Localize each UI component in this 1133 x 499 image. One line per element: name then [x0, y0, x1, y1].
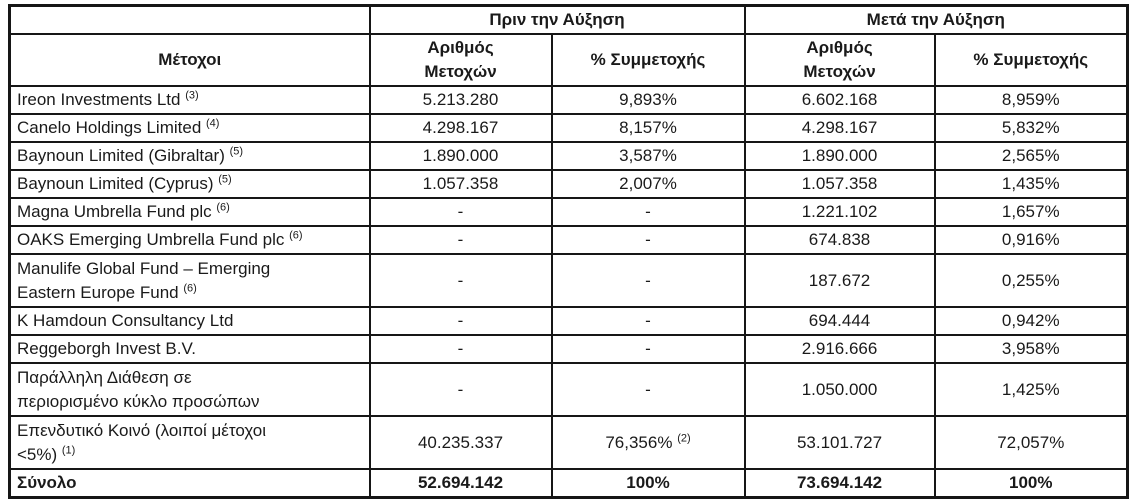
after-pct-cell: 5,832%	[933, 113, 1129, 143]
table-row: Baynoun Limited (Gibraltar) (5) 1.890.000…	[8, 141, 1129, 171]
table-row: Ireon Investments Ltd (3) 5.213.280 9,893%…	[8, 85, 1129, 115]
table-row: Επενδυτικό Κοινό (λοιποί μέτοχοι <5%) (1…	[8, 415, 1129, 470]
group-header-before: Πριν την Αύξηση	[368, 4, 746, 35]
shareholder-name-cell: Reggeborgh Invest B.V.	[8, 334, 371, 364]
after-shares-cell: 674.838	[743, 225, 936, 255]
after-pct-cell: 72,057%	[933, 415, 1129, 470]
group-header-row: Πριν την Αύξηση Μετά την Αύξηση	[8, 4, 1129, 35]
footnote-ref: (6)	[289, 229, 303, 242]
after-shares-cell: 6.602.168	[743, 85, 936, 115]
before-pct-cell: 8,157%	[550, 113, 746, 143]
before-pct-cell: 2,007%	[550, 169, 746, 199]
after-pct-cell: 8,959%	[933, 85, 1129, 115]
before-shares-cell: -	[368, 334, 553, 364]
footnote-ref: (4)	[206, 117, 220, 130]
before-shares-cell: 1.890.000	[368, 141, 553, 171]
before-shares-cell: -	[368, 197, 553, 227]
table-row: K Hamdoun Consultancy Ltd - -694.444 0,942%	[8, 306, 1129, 336]
before-shares-cell: 1.057.358	[368, 169, 553, 199]
table-row: Magna Umbrella Fund plc (6) - -1.221.102 1,…	[8, 197, 1129, 227]
before-pct-cell: -	[550, 334, 746, 364]
after-shares-cell: 1.050.000	[743, 362, 936, 417]
column-header-shares-after: Αριθμός Μετοχών	[743, 33, 936, 87]
before-shares-cell: -	[368, 306, 553, 336]
after-pct-cell: 0,916%	[933, 225, 1129, 255]
table-row: Canelo Holdings Limited (4) 4.298.167 8,15…	[8, 113, 1129, 143]
shareholder-name-cell: Baynoun Limited (Gibraltar) (5)	[8, 141, 371, 171]
before-shares-cell: -	[368, 225, 553, 255]
shareholder-name-cell: Baynoun Limited (Cyprus) (5)	[8, 169, 371, 199]
after-shares-cell: 1.221.102	[743, 197, 936, 227]
column-header-row: Μέτοχοι Αριθμός Μετοχών % Συμμετοχής Αρι…	[8, 33, 1129, 87]
footnote-ref: (5)	[229, 145, 244, 158]
before-pct-cell: -	[550, 253, 746, 308]
before-pct-cell: 76,356% (2)	[550, 415, 746, 470]
table-header: Πριν την Αύξηση Μετά την Αύξηση Μέτοχοι …	[8, 4, 1129, 87]
after-pct-cell: 1,435%	[933, 169, 1129, 199]
after-pct-cell: 0,255%	[933, 253, 1129, 308]
after-pct-cell: 3,958%	[933, 334, 1129, 364]
before-pct-cell: 3,587%	[550, 141, 746, 171]
shareholder-name-cell: Σύνολο	[8, 468, 371, 499]
shareholder-name-cell: Manulife Global Fund – Emerging Eastern …	[8, 253, 371, 308]
after-shares-cell: 694.444	[743, 306, 936, 336]
corner-cell	[8, 4, 371, 35]
after-pct-cell: 2,565%	[933, 141, 1129, 171]
column-header-pct-before: % Συμμετοχής	[550, 33, 746, 87]
before-shares-cell: 40.235.337	[368, 415, 553, 470]
group-header-after: Μετά την Αύξηση	[743, 4, 1129, 35]
after-shares-cell: 2.916.666	[743, 334, 936, 364]
before-pct-cell: -	[550, 362, 746, 417]
shareholder-name-cell: Magna Umbrella Fund plc (6)	[8, 197, 371, 227]
column-header-shareholders: Μέτοχοι	[8, 33, 371, 87]
footnote-ref: (6)	[183, 281, 197, 294]
after-shares-cell: 53.101.727	[743, 415, 936, 470]
after-shares-cell: 187.672	[743, 253, 936, 308]
before-shares-cell: 4.298.167	[368, 113, 553, 143]
after-shares-cell: 1.057.358	[743, 169, 936, 199]
shareholder-name-cell: Ireon Investments Ltd (3)	[8, 85, 371, 115]
after-pct-cell: 1,657%	[933, 197, 1129, 227]
after-pct-cell: 1,425%	[933, 362, 1129, 417]
shareholder-name-cell: Επενδυτικό Κοινό (λοιποί μέτοχοι <5%) (1…	[8, 415, 371, 470]
before-pct-cell: -	[550, 197, 746, 227]
after-pct-cell: 0,942%	[933, 306, 1129, 336]
after-pct-cell: 100%	[933, 468, 1129, 499]
table-row: Reggeborgh Invest B.V. - -2.916.666 3,958%	[8, 334, 1129, 364]
table-row: Παράλληλη Διάθεση σε περιορισμένο κύκλο …	[8, 362, 1129, 417]
shareholder-name-cell: OAKS Emerging Umbrella Fund plc (6)	[8, 225, 371, 255]
footnote-ref: (1)	[61, 443, 76, 456]
table-row: Manulife Global Fund – Emerging Eastern …	[8, 253, 1129, 308]
table-body: Ireon Investments Ltd (3) 5.213.280 9,893%…	[8, 85, 1129, 499]
column-header-pct-after: % Συμμετοχής	[933, 33, 1129, 87]
footnote-ref: (3)	[185, 89, 199, 102]
document-page: Πριν την Αύξηση Μετά την Αύξηση Μέτοχοι …	[8, 4, 1130, 499]
table-row: OAKS Emerging Umbrella Fund plc (6) - -674…	[8, 225, 1129, 255]
column-header-shares-before: Αριθμός Μετοχών	[368, 33, 553, 87]
total-row: Σύνολο 52.694.142 100% 73.694.142 100%	[8, 468, 1129, 499]
footnote-ref: (5)	[218, 173, 232, 186]
shareholder-name-cell: K Hamdoun Consultancy Ltd	[8, 306, 371, 336]
before-pct-cell: 100%	[550, 468, 746, 499]
before-pct-cell: -	[550, 225, 746, 255]
after-shares-cell: 1.890.000	[743, 141, 936, 171]
footnote-ref: (6)	[216, 201, 230, 214]
shareholder-name-cell: Παράλληλη Διάθεση σε περιορισμένο κύκλο …	[8, 362, 371, 417]
after-shares-cell: 73.694.142	[743, 468, 936, 499]
before-pct-cell: 9,893%	[550, 85, 746, 115]
before-shares-cell: -	[368, 253, 553, 308]
shareholder-name-cell: Canelo Holdings Limited (4)	[8, 113, 371, 143]
before-shares-cell: 52.694.142	[368, 468, 553, 499]
before-pct-cell: -	[550, 306, 746, 336]
before-shares-cell: -	[368, 362, 553, 417]
table-row: Baynoun Limited (Cyprus) (5) 1.057.358 2,0…	[8, 169, 1129, 199]
shareholders-table: Πριν την Αύξηση Μετά την Αύξηση Μέτοχοι …	[8, 4, 1130, 499]
before-shares-cell: 5.213.280	[368, 85, 553, 115]
after-shares-cell: 4.298.167	[743, 113, 936, 143]
footnote-ref: (2)	[677, 431, 691, 444]
